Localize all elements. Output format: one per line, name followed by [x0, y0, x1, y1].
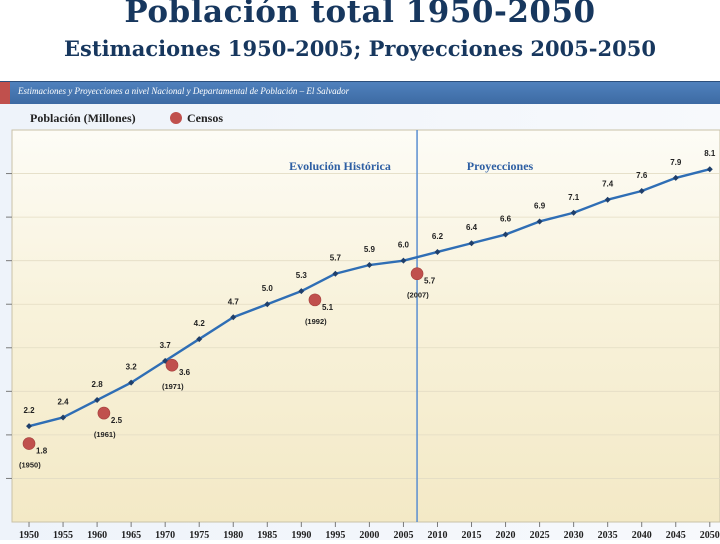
x-tick-label: 1975 — [189, 530, 209, 540]
data-label: 3.2 — [126, 363, 138, 372]
data-label: 4.7 — [228, 297, 240, 306]
census-value-label: 3.6 — [179, 368, 191, 377]
data-label: 7.4 — [602, 180, 614, 189]
x-tick-label: 2020 — [496, 530, 516, 540]
census-value-label: 2.5 — [111, 416, 123, 425]
x-tick-label: 2035 — [598, 530, 618, 540]
banner-text: Estimaciones y Proyecciones a nivel Naci… — [18, 86, 350, 96]
data-point — [264, 301, 271, 308]
data-label: 5.7 — [330, 254, 342, 263]
x-tick-label: 1980 — [223, 530, 243, 540]
data-point — [400, 257, 407, 264]
census-year-label: (1971) — [162, 382, 184, 391]
data-label: 2.2 — [23, 406, 35, 415]
census-value-label: 1.8 — [36, 447, 48, 456]
data-label: 6.9 — [534, 201, 546, 210]
census-year-label: (1992) — [305, 317, 327, 326]
banner-accent — [0, 82, 10, 104]
data-point — [672, 174, 679, 181]
data-label: 5.3 — [296, 271, 308, 280]
x-tick-label: 1995 — [325, 530, 345, 540]
data-label: 6.6 — [500, 215, 512, 224]
data-point — [128, 379, 135, 386]
x-tick-label: 2025 — [530, 530, 550, 540]
data-label: 5.0 — [262, 284, 274, 293]
data-point — [638, 187, 645, 194]
census-year-label: (1961) — [94, 430, 116, 439]
census-value-label: 5.7 — [424, 277, 436, 286]
slide-subtitle: Estimaciones 1950-2005; Proyecciones 200… — [64, 36, 656, 61]
data-point — [230, 314, 237, 321]
x-tick-label: 2030 — [564, 530, 584, 540]
data-label: 3.7 — [160, 341, 172, 350]
data-label: 5.9 — [364, 245, 376, 254]
y-axis-label: Población (Millones) — [30, 111, 136, 125]
data-label: 7.1 — [568, 193, 580, 202]
data-label: 6.4 — [466, 223, 478, 232]
x-tick-label: 1985 — [257, 530, 277, 540]
data-point — [60, 414, 67, 421]
x-tick-label: 2010 — [427, 530, 447, 540]
source-banner: Estimaciones y Proyecciones a nivel Naci… — [0, 81, 720, 105]
population-chart: Población (Millones) Censos Evolución Hi… — [0, 104, 720, 541]
census-marker — [22, 437, 36, 450]
x-tick-label: 2045 — [666, 530, 686, 540]
x-tick-label: 1965 — [121, 530, 141, 540]
census-marker — [165, 358, 179, 372]
region-projection-label: Proyecciones — [467, 159, 534, 173]
data-point — [94, 397, 101, 404]
x-tick-label: 1960 — [87, 530, 107, 540]
data-point — [502, 231, 509, 238]
data-point — [434, 248, 441, 255]
data-point — [536, 218, 543, 225]
data-point — [26, 423, 33, 430]
data-label: 6.2 — [432, 232, 444, 241]
data-point — [366, 262, 373, 269]
plot-area — [11, 129, 720, 523]
x-tick-label: 2040 — [632, 530, 652, 540]
legend-census-marker — [170, 112, 182, 124]
x-tick-label: 2000 — [359, 530, 379, 540]
data-point — [196, 336, 203, 343]
census-year-label: (2007) — [407, 291, 429, 300]
legend-census-label: Censos — [187, 111, 223, 125]
census-marker — [410, 267, 424, 281]
data-label: 2.8 — [92, 380, 104, 389]
x-tick-label: 1955 — [53, 530, 73, 540]
data-point — [706, 166, 713, 173]
x-tick-label: 2015 — [462, 530, 482, 540]
chart-container: Población (Millones) Censos Evolución Hi… — [0, 104, 720, 541]
census-marker — [308, 293, 322, 307]
data-point — [604, 196, 611, 203]
data-point — [570, 209, 577, 216]
data-label: 4.2 — [194, 319, 206, 328]
data-label: 6.0 — [398, 241, 410, 250]
census-year-label: (1950) — [19, 461, 41, 470]
x-tick-label: 2005 — [393, 530, 413, 540]
x-tick-label: 2050 — [700, 530, 720, 540]
region-historic-label: Evolución Histórica — [289, 159, 391, 173]
census-marker — [97, 406, 111, 420]
slide-title: Población total 1950-2050 — [124, 0, 596, 30]
census-value-label: 5.1 — [322, 303, 334, 312]
data-label: 7.9 — [670, 158, 682, 167]
data-point — [332, 270, 339, 277]
data-label: 8.1 — [704, 149, 716, 158]
data-label: 2.4 — [57, 397, 69, 406]
x-tick-label: 1950 — [19, 530, 39, 540]
x-tick-label: 1990 — [291, 530, 311, 540]
data-label: 7.6 — [636, 171, 648, 180]
data-point — [468, 240, 475, 247]
data-point — [298, 288, 305, 295]
x-tick-label: 1970 — [155, 530, 175, 540]
